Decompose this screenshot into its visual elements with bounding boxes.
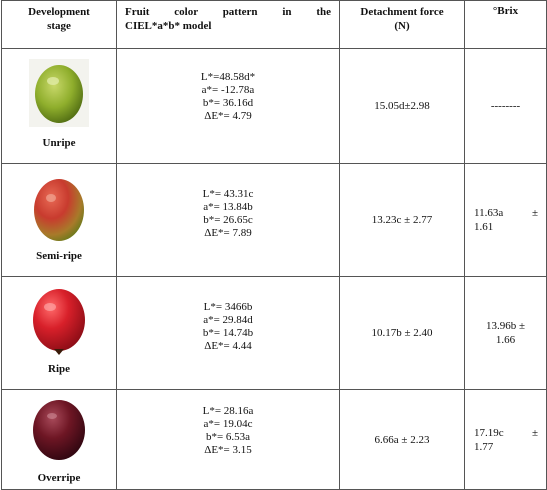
stage-label: Overripe: [37, 472, 81, 484]
color-cell: L*= 3466b a*= 29.84d b*= 14.74b ΔE*= 4.4…: [116, 276, 340, 390]
brix-pm: ±: [531, 426, 538, 439]
stage-cell: Ripe: [1, 276, 117, 390]
delta-e-value: ΔE*= 3.15: [204, 443, 252, 456]
stage-label: Ripe: [48, 363, 70, 375]
header-color: Fruit color pattern in the CIEL*a*b* mod…: [116, 0, 340, 49]
table-row: Semi-ripe L*= 43.31c a*= 13.84b b*= 26.6…: [1, 163, 547, 277]
a-value: a*= 19.04c: [203, 417, 253, 430]
header-row: Development stage Fruit color pattern in…: [1, 0, 547, 49]
header-stage-text: Development stage: [28, 6, 90, 32]
table-row: Unripe L*=48.58d* a*= -12.78a b*= 36.16d…: [1, 48, 547, 164]
header-color-line1: Fruit color pattern in the: [125, 6, 331, 18]
force-value: 13.23c ± 2.77: [371, 214, 433, 226]
force-value: 10.17b ± 2.40: [371, 327, 433, 339]
delta-e-value: ΔE*= 7.89: [204, 227, 252, 239]
brix-sd: 1.77: [474, 440, 494, 453]
header-brix: °Brix: [464, 0, 547, 49]
b-value: b*= 14.74b: [202, 327, 254, 339]
force-value: 6.66a ± 2.23: [374, 433, 430, 446]
stage-label: Semi-ripe: [36, 250, 82, 262]
brix-pm: ±: [531, 207, 538, 219]
header-stage: Development stage: [1, 0, 117, 49]
table-row: Overripe L*= 28.16a a*= 19.04c b*= 6.53a…: [1, 389, 547, 490]
a-value: a*= 29.84d: [203, 314, 253, 326]
table-row: Ripe L*= 3466b a*= 29.84d b*= 14.74b ΔE*…: [1, 276, 547, 390]
brix-sd: 1.61: [474, 221, 494, 233]
brix-cell: 11.63a ± 1.61: [464, 163, 547, 277]
stage-cell: Overripe: [1, 389, 117, 490]
color-cell: L*= 28.16a a*= 19.04c b*= 6.53a ΔE*= 3.1…: [116, 389, 340, 490]
force-cell: 10.17b ± 2.40: [339, 276, 465, 390]
semi-ripe-fruit-image: [34, 179, 84, 241]
brix-value: 11.63a: [474, 207, 504, 219]
ripe-fruit-image: [33, 289, 85, 355]
force-cell: 6.66a ± 2.23: [339, 389, 465, 490]
a-value: a*= 13.84b: [203, 201, 253, 213]
b-value: b*= 6.53a: [205, 430, 251, 443]
brix-value: --------: [490, 100, 521, 112]
l-value: L*= 3466b: [203, 301, 253, 313]
header-force: Detachment force (N): [339, 0, 465, 49]
unripe-fruit-image: [29, 59, 89, 127]
stage-cell: Semi-ripe: [1, 163, 117, 277]
l-value: L*= 43.31c: [202, 188, 254, 200]
overripe-fruit-image: [33, 400, 85, 460]
brix-cell: 17.19c ± 1.77: [464, 389, 547, 490]
brix-value: 17.19c: [474, 426, 504, 439]
brix-sd: 1.66: [495, 334, 516, 346]
l-value: L*= 28.16a: [202, 404, 254, 417]
color-cell: L*= 43.31c a*= 13.84b b*= 26.65c ΔE*= 7.…: [116, 163, 340, 277]
header-color-line2: CIEL*a*b* model: [125, 20, 212, 32]
brix-cell: 13.96b ± 1.66: [464, 276, 547, 390]
stage-label: Unripe: [42, 137, 76, 149]
stage-cell: Unripe: [1, 48, 117, 164]
b-value: b*= 26.65c: [203, 214, 253, 226]
force-cell: 13.23c ± 2.77: [339, 163, 465, 277]
header-brix-text: °Brix: [492, 5, 519, 17]
l-value: L*=48.58d*: [200, 71, 256, 83]
brix-value: 13.96b ±: [485, 320, 526, 332]
b-value: b*= 36.16d: [202, 97, 254, 109]
force-value: 15.05d±2.98: [374, 100, 430, 112]
color-cell: L*=48.58d* a*= -12.78a b*= 36.16d ΔE*= 4…: [116, 48, 340, 164]
delta-e-value: ΔE*= 4.44: [204, 340, 252, 352]
force-cell: 15.05d±2.98: [339, 48, 465, 164]
header-force-line1: Detachment force: [360, 6, 444, 18]
delta-e-value: ΔE*= 4.79: [204, 110, 252, 122]
brix-cell: --------: [464, 48, 547, 164]
a-value: a*= -12.78a: [201, 84, 255, 96]
header-force-line2: (N): [394, 20, 410, 32]
